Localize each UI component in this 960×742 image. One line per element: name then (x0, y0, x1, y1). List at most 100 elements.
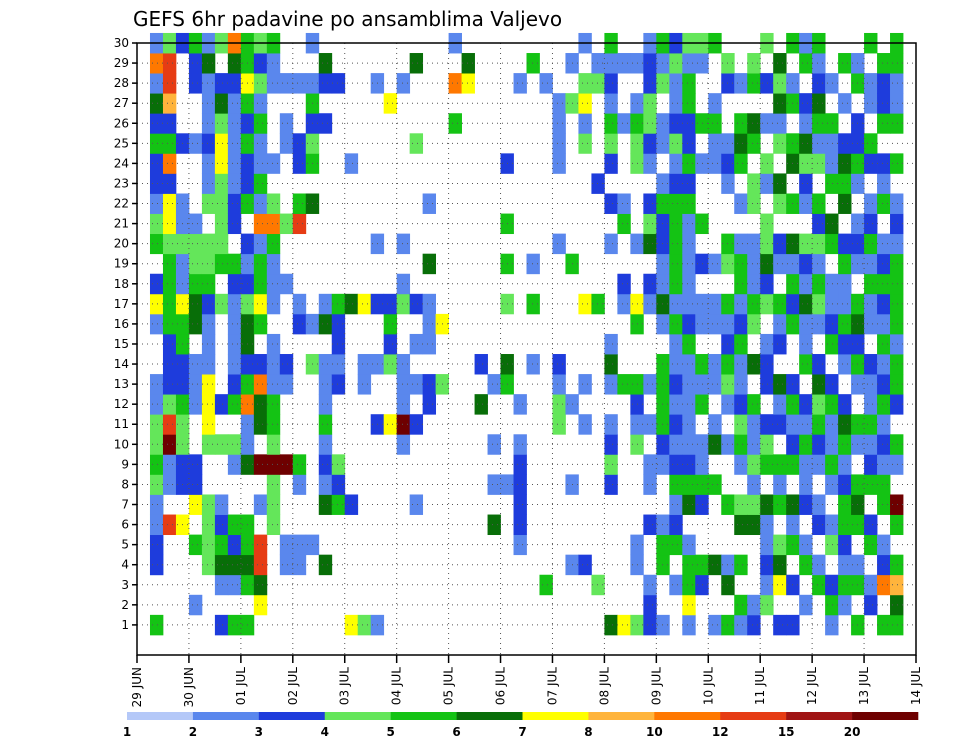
heatmap-cell (357, 293, 372, 315)
heatmap-cell (825, 113, 839, 134)
heatmap-cell (604, 193, 618, 214)
heatmap-cell (253, 213, 268, 235)
heatmap-cell (682, 494, 696, 515)
heatmap-cell (656, 434, 670, 455)
y-tick-label: 6 (121, 518, 129, 532)
heatmap-cell (591, 53, 605, 74)
heatmap-cell (318, 73, 333, 94)
heatmap-cell (708, 93, 722, 114)
heatmap-cell (799, 414, 813, 435)
heatmap-cell (643, 614, 657, 636)
heatmap-cell (747, 313, 761, 335)
heatmap-cell (864, 374, 878, 395)
heatmap-cell (799, 474, 813, 495)
heatmap-cell (318, 113, 333, 134)
heatmap-cell (773, 534, 787, 556)
heatmap-cell (669, 474, 683, 495)
heatmap-cell (669, 534, 683, 556)
heatmap-cell (266, 414, 281, 435)
heatmap-cell (253, 354, 268, 375)
heatmap-cell (266, 394, 281, 415)
y-tick-label: 12 (114, 397, 129, 411)
heatmap-cell (149, 414, 164, 435)
heatmap-cell (227, 394, 242, 415)
heatmap-cell (149, 73, 164, 94)
heatmap-cell (747, 293, 761, 315)
x-tick-label: 10 JUL (701, 667, 715, 705)
heatmap-cell (214, 213, 229, 235)
heatmap-cell (877, 333, 891, 355)
heatmap-cell (422, 193, 437, 214)
y-tick-label: 13 (114, 377, 129, 391)
heatmap-cell (812, 374, 826, 395)
heatmap-cell (656, 273, 670, 295)
heatmap-cell (604, 354, 618, 375)
color-legend-label: 2 (189, 725, 197, 739)
heatmap-cell (643, 293, 657, 315)
heatmap-cell (669, 514, 683, 536)
heatmap-cell (292, 554, 307, 576)
heatmap-cell (877, 193, 891, 214)
heatmap-cell (877, 233, 891, 255)
heatmap-cell (656, 614, 670, 636)
heatmap-cell (877, 53, 891, 74)
heatmap-cell (227, 354, 242, 375)
heatmap-cell (643, 574, 657, 596)
heatmap-cell (474, 394, 488, 415)
heatmap-cell (292, 293, 307, 315)
heatmap-cell (838, 434, 852, 455)
heatmap-cell (513, 454, 527, 475)
heatmap-cell (227, 554, 242, 576)
heatmap-cell (643, 133, 657, 154)
heatmap-cell (877, 253, 891, 275)
heatmap-cell (734, 434, 748, 455)
heatmap-cell (682, 233, 696, 255)
heatmap-cell (552, 354, 566, 375)
heatmap-cell (747, 173, 761, 194)
heatmap-cell (266, 333, 281, 355)
heatmap-cell (253, 494, 268, 515)
heatmap-cell (695, 394, 709, 415)
heatmap-cell (604, 53, 618, 74)
heatmap-cell (643, 93, 657, 114)
heatmap-cell (552, 93, 566, 114)
heatmap-cell (643, 273, 657, 295)
heatmap-cell (253, 153, 268, 174)
heatmap-cell (864, 354, 878, 375)
heatmap-cell (747, 253, 761, 275)
heatmap-cell (656, 374, 670, 395)
heatmap-cell (201, 153, 216, 174)
heatmap-cell (890, 213, 904, 235)
heatmap-cell (643, 474, 657, 495)
heatmap-cell (422, 374, 437, 395)
heatmap-cell (825, 293, 839, 315)
heatmap-cell (838, 394, 852, 415)
heatmap-cell (253, 454, 268, 475)
heatmap-cell (825, 313, 839, 335)
heatmap-cell (864, 454, 878, 475)
heatmap-cell (890, 614, 904, 636)
heatmap-cell (656, 293, 670, 315)
heatmap-cell (734, 293, 748, 315)
heatmap-cell (760, 514, 774, 536)
heatmap-cell (799, 494, 813, 515)
heatmap-cell (227, 93, 242, 114)
heatmap-cell (812, 193, 826, 214)
plot-frame (136, 42, 917, 656)
heatmap-cell (760, 333, 774, 355)
color-legend-swatch (522, 712, 589, 720)
heatmap-cell (799, 153, 813, 174)
heatmap-cell (149, 514, 164, 536)
heatmap-cell (890, 253, 904, 275)
y-tick-label: 1 (121, 618, 129, 632)
heatmap-cell (825, 454, 839, 475)
color-legend-label: 5 (386, 725, 394, 739)
color-legend-swatch (720, 712, 787, 720)
heatmap-cell (617, 374, 631, 395)
heatmap-cell (799, 454, 813, 475)
heatmap-cell (162, 293, 177, 315)
heatmap-cell (604, 374, 618, 395)
heatmap-cell (643, 113, 657, 134)
heatmap-cell (604, 414, 618, 435)
